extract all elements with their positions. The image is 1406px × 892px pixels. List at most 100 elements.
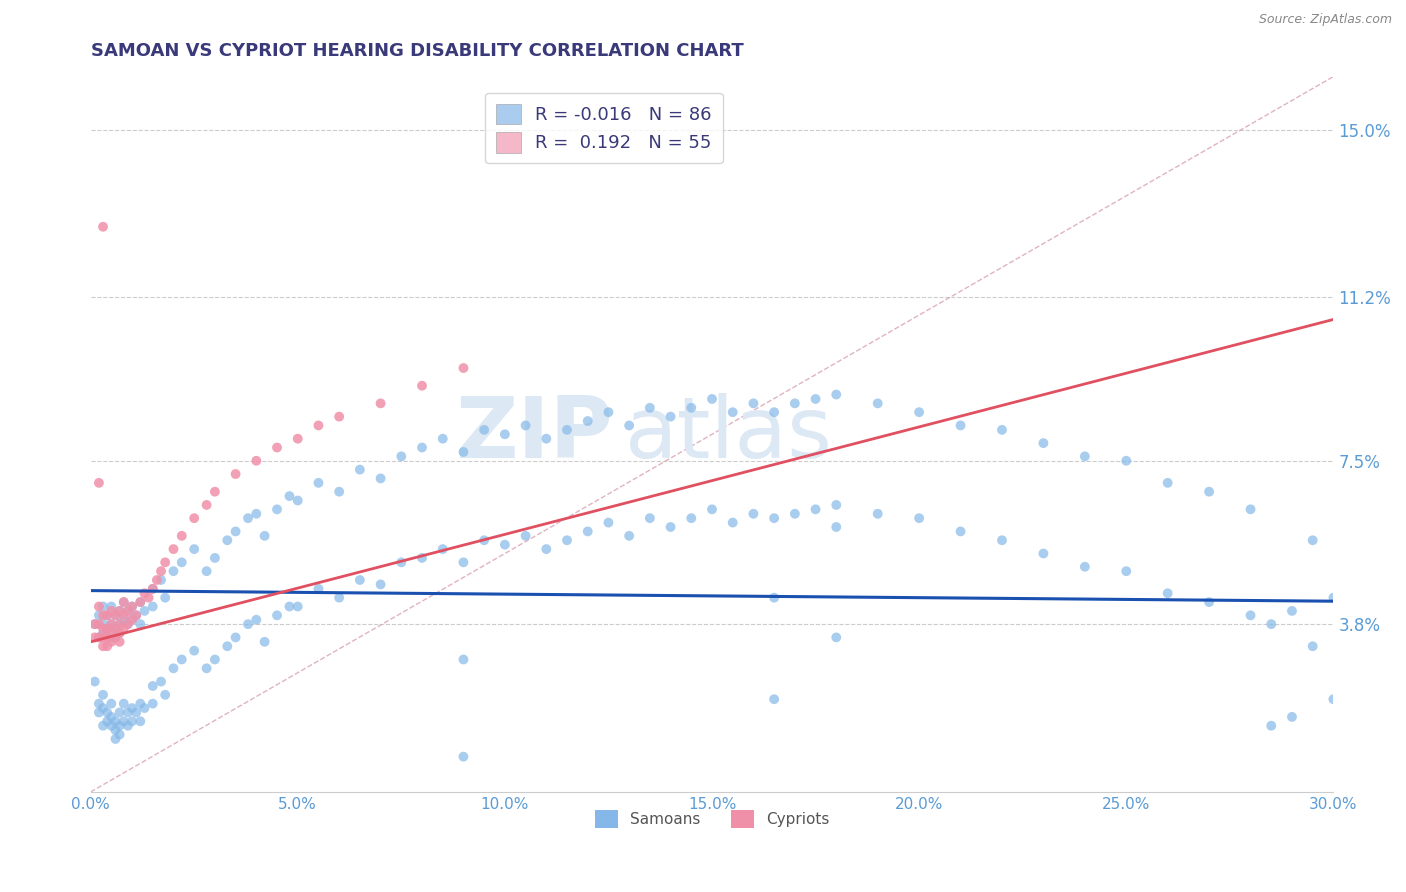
Point [236,617,259,632]
Point [87,475,110,490]
Point [96,622,118,636]
Point [225,631,247,645]
Point [100,617,122,632]
Point [121,701,143,715]
Point [153,688,176,702]
Point [129,714,152,729]
Point [721,516,744,530]
Point [681,401,703,415]
Point [266,608,288,623]
Point [121,714,143,729]
Point [638,401,661,415]
Point [104,631,127,645]
Point [150,564,173,578]
Point [129,617,152,632]
Point [121,613,143,627]
Point [217,639,239,653]
Point [91,626,114,640]
Point [1281,604,1303,618]
Point [949,524,972,539]
Point [91,688,114,702]
Point [1115,564,1137,578]
Point [83,617,105,632]
Point [112,622,135,636]
Point [825,387,848,401]
Point [236,511,259,525]
Point [96,608,118,623]
Point [170,652,193,666]
Point [100,604,122,618]
Point [108,635,131,649]
Point [1281,710,1303,724]
Point [453,749,475,764]
Point [112,697,135,711]
Point [1260,719,1282,733]
Point [134,604,156,618]
Point [1157,475,1180,490]
Point [536,432,558,446]
Point [96,639,118,653]
Point [87,617,110,632]
Point [134,701,156,715]
Point [411,441,433,455]
Point [100,631,122,645]
Point [763,692,786,706]
Point [117,617,139,632]
Point [96,608,118,623]
Point [253,529,276,543]
Point [104,731,127,746]
Point [96,631,118,645]
Point [83,631,105,645]
Point [162,661,184,675]
Point [100,617,122,632]
Point [183,542,205,557]
Point [100,719,122,733]
Point [370,577,392,591]
Point [515,418,537,433]
Point [121,613,143,627]
Point [804,392,827,406]
Point [1302,533,1324,548]
Point [307,582,329,596]
Point [432,542,454,557]
Point [700,392,723,406]
Point [638,511,661,525]
Point [96,622,118,636]
Point [245,613,267,627]
Point [1198,484,1220,499]
Point [1074,450,1097,464]
Point [142,679,165,693]
Point [245,507,267,521]
Point [125,608,148,623]
Point [1322,591,1344,605]
Point [217,533,239,548]
Point [453,652,475,666]
Point [104,723,127,738]
Point [104,608,127,623]
Point [121,599,143,614]
Point [278,599,301,614]
Point [87,631,110,645]
Point [91,599,114,614]
Point [104,622,127,636]
Point [349,462,371,476]
Point [117,719,139,733]
Point [328,591,350,605]
Point [108,604,131,618]
Point [681,511,703,525]
Point [96,714,118,729]
Point [617,529,640,543]
Point [1239,502,1261,516]
Point [195,564,218,578]
Point [108,727,131,741]
Point [617,418,640,433]
Point [1157,586,1180,600]
Point [204,652,226,666]
Point [1115,454,1137,468]
Point [91,622,114,636]
Point [138,591,160,605]
Point [91,631,114,645]
Point [129,595,152,609]
Text: Source: ZipAtlas.com: Source: ZipAtlas.com [1258,13,1392,27]
Point [576,414,599,428]
